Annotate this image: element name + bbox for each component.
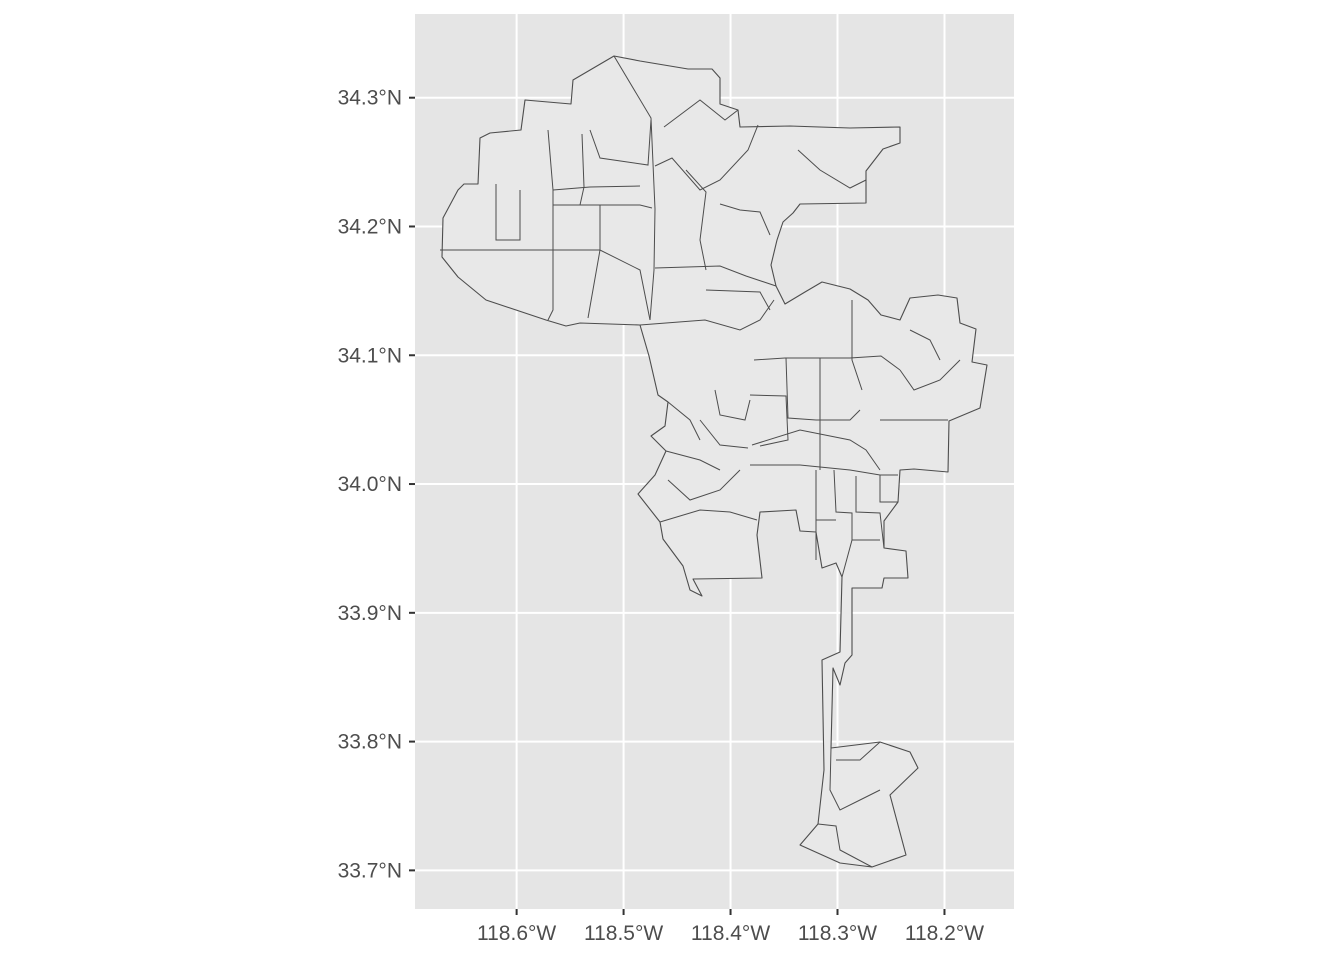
y-tick-label: 34.0°N: [338, 473, 402, 496]
x-tick-label: 118.2°W: [905, 922, 984, 945]
x-tick-label: 118.4°W: [691, 922, 770, 945]
axes: 118.6°W 118.5°W 118.4°W 118.3°W 118.2°W 34.3°…: [338, 87, 985, 945]
y-tick-label: 33.9°N: [338, 602, 402, 625]
x-tick-label: 118.6°W: [477, 922, 556, 945]
y-tick-label: 34.1°N: [338, 344, 402, 367]
y-tick-label: 34.3°N: [338, 87, 402, 110]
y-tick-label: 33.8°N: [338, 731, 402, 754]
x-tick-label: 118.3°W: [798, 922, 877, 945]
city-boundary: [441, 55, 988, 868]
x-tick-label: 118.5°W: [584, 922, 663, 945]
y-tick-label: 33.7°N: [338, 859, 402, 882]
neighborhood-boundaries: [440, 55, 961, 868]
y-tick-label: 34.2°N: [338, 215, 402, 238]
city-outline: [441, 55, 988, 868]
